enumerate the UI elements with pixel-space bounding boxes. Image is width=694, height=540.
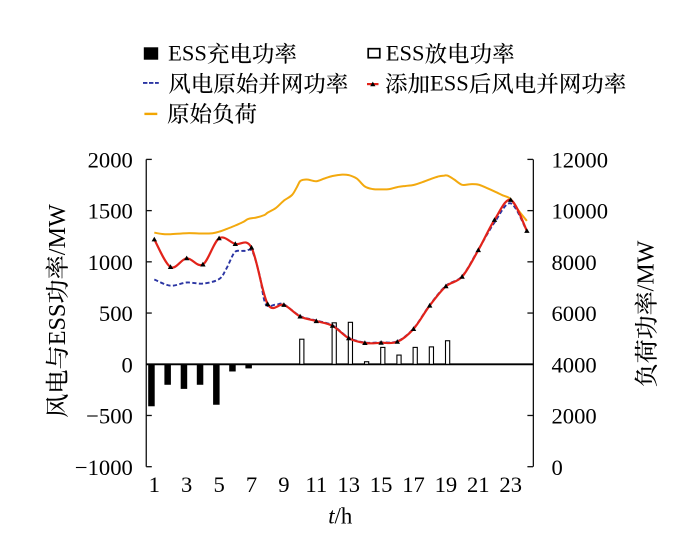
svg-text:ESS: ESS <box>44 304 71 346</box>
svg-text:−500: −500 <box>86 404 133 429</box>
svg-text:0: 0 <box>122 352 133 377</box>
svg-text:8000: 8000 <box>552 250 597 275</box>
svg-text:17: 17 <box>402 472 425 497</box>
svg-text:0: 0 <box>552 455 563 480</box>
svg-text:ESS: ESS <box>430 71 469 96</box>
svg-text:3: 3 <box>181 472 192 497</box>
svg-text:6000: 6000 <box>552 301 597 326</box>
svg-text:ESS: ESS <box>168 41 207 66</box>
svg-text:2000: 2000 <box>88 148 133 173</box>
svg-text:13: 13 <box>337 472 360 497</box>
svg-text:−1000: −1000 <box>75 455 133 480</box>
svg-text:1: 1 <box>149 472 160 497</box>
svg-text:10000: 10000 <box>552 199 608 224</box>
svg-text:2000: 2000 <box>552 404 597 429</box>
svg-text:23: 23 <box>499 472 522 497</box>
svg-text:500: 500 <box>99 301 133 326</box>
svg-text:12000: 12000 <box>552 148 608 173</box>
svg-text:t/h: t/h <box>328 503 353 528</box>
svg-text:5: 5 <box>213 472 224 497</box>
svg-text:ESS: ESS <box>386 41 425 66</box>
svg-text:21: 21 <box>467 472 490 497</box>
svg-text:11: 11 <box>305 472 327 497</box>
svg-text:19: 19 <box>435 472 458 497</box>
svg-text:1500: 1500 <box>88 199 133 224</box>
svg-text:1000: 1000 <box>88 250 133 275</box>
svg-text:7: 7 <box>246 472 257 497</box>
svg-text:15: 15 <box>370 472 393 497</box>
svg-text:4000: 4000 <box>552 352 597 377</box>
svg-text:/MW: /MW <box>634 240 660 291</box>
svg-text:/MW: /MW <box>44 204 71 255</box>
svg-text:9: 9 <box>278 472 289 497</box>
